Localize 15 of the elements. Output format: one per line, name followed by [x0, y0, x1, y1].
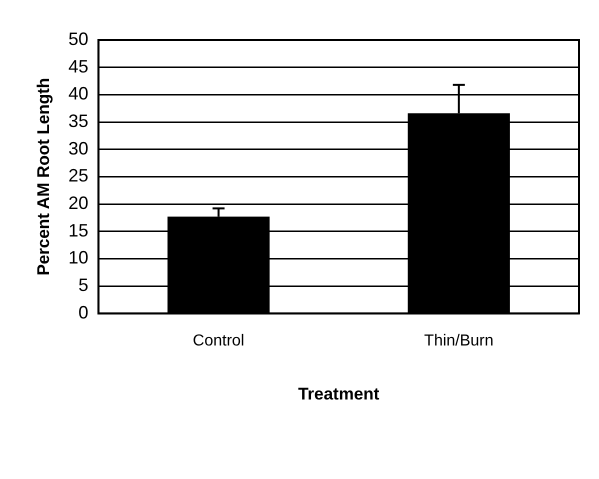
y-axis-title: Percent AM Root Length [34, 78, 53, 276]
y-tick-label: 25 [68, 166, 88, 186]
y-tick-label: 20 [68, 193, 88, 214]
x-axis-title: Treatment [298, 384, 380, 404]
y-tick-label: 10 [68, 248, 88, 268]
y-tick-label: 30 [68, 138, 88, 158]
y-tick-label: 5 [78, 275, 88, 296]
y-tick-label: 15 [68, 220, 88, 240]
x-tick-label: Control [192, 332, 244, 350]
y-tick-label: 0 [78, 302, 88, 322]
y-tick-label: 50 [68, 28, 88, 49]
y-tick-label: 40 [68, 84, 88, 104]
y-tick-label: 45 [68, 56, 88, 76]
y-tick-label: 35 [68, 110, 88, 131]
x-tick-label: Thin/Burn [424, 332, 494, 350]
